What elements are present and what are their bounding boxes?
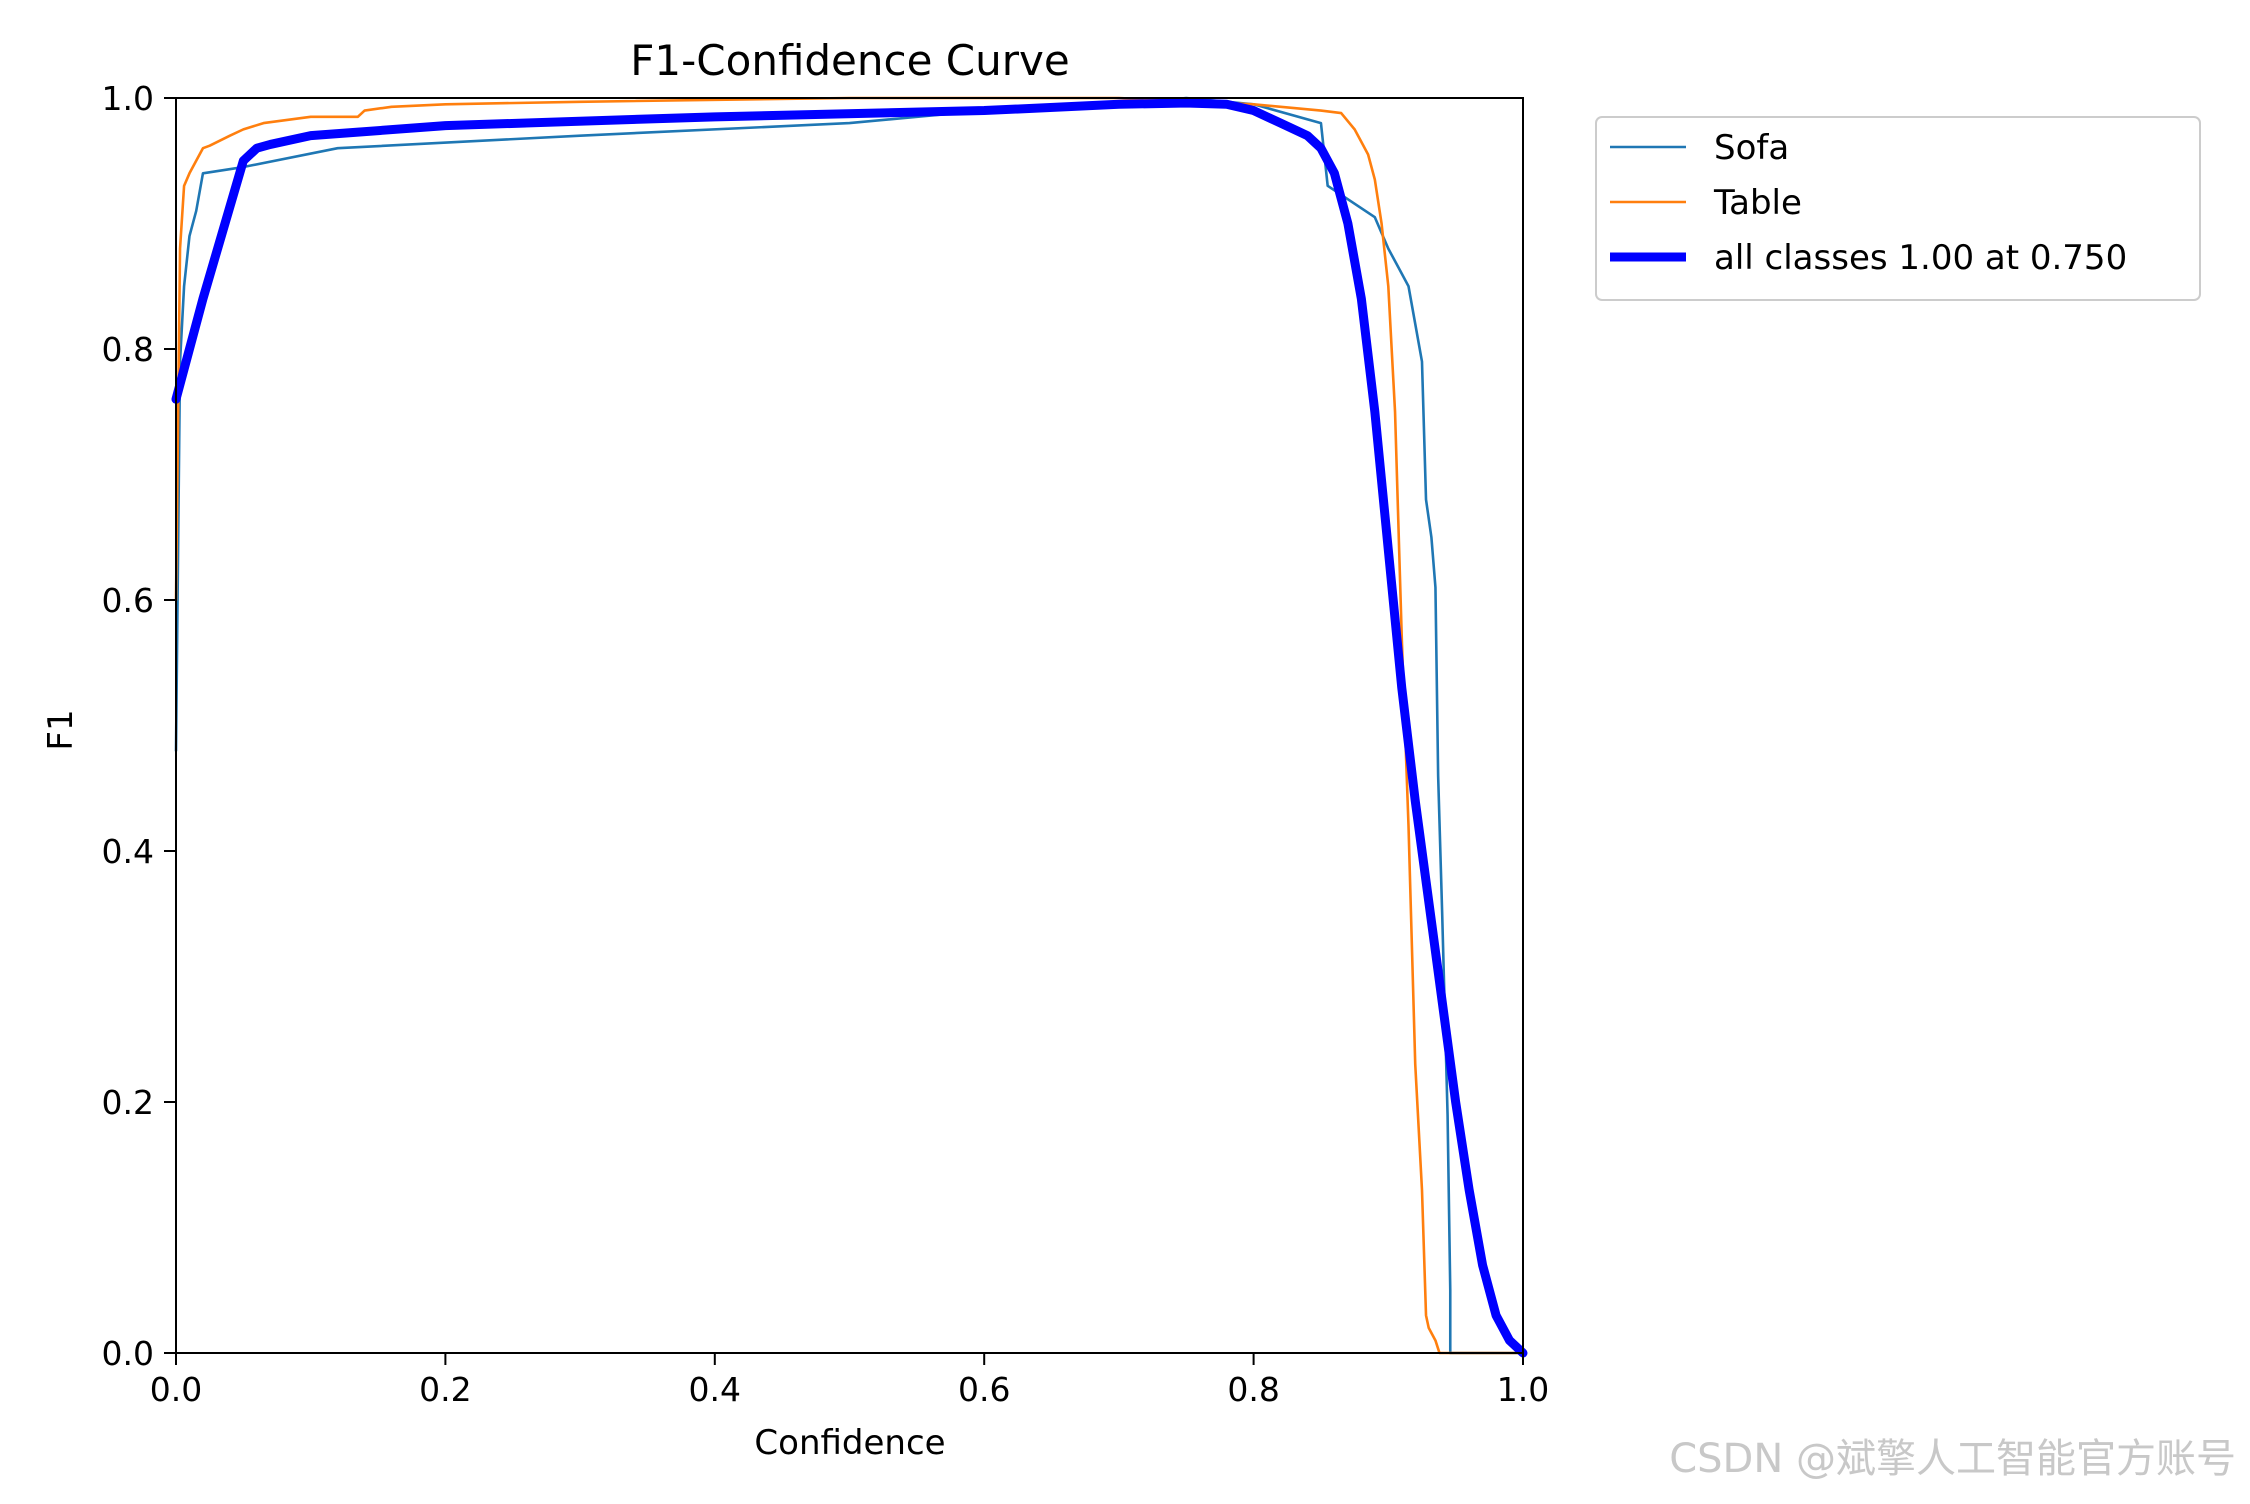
x-tick-label-2: 0.4 [689,1370,741,1409]
csdn-watermark: CSDN @斌擎人工智能官方账号 [1669,1436,2236,1482]
legend: Sofa Table all classes 1.00 at 0.750 [1595,116,2201,301]
x-tick-label-4: 0.8 [1227,1370,1279,1409]
y-tick-label-3: 0.6 [102,581,154,620]
chart-title: F1-Confidence Curve [630,36,1069,85]
y-tick-label-0: 0.0 [102,1334,154,1373]
x-axis-label: Confidence [754,1423,945,1463]
legend-label-2: all classes 1.00 at 0.750 [1714,238,2127,278]
series-line-0 [174,96,1525,1355]
y-tick-label-5: 1.0 [102,79,154,118]
y-tick-label-4: 0.8 [102,330,154,369]
x-tick-label-3: 0.6 [958,1370,1010,1409]
legend-label-0: Sofa [1714,128,1789,168]
series-group [171,96,1528,1358]
y-tick-label-1: 0.2 [102,1083,154,1122]
series-line-1 [174,96,1525,1355]
series-line-2 [171,98,1528,1358]
y-axis-label: F1 [41,709,81,750]
x-tick-label-1: 0.2 [419,1370,471,1409]
y-tick-label-2: 0.4 [102,832,154,871]
axes-frame [175,97,1524,1354]
x-tick-label-0: 0.0 [150,1370,202,1409]
plot-area: 0.0 0.2 0.4 0.6 0.8 1.0 0.0 0.2 0.4 0.6 0.8 1.0 [102,79,1550,1409]
legend-box [1595,116,2201,301]
legend-label-1: Table [1713,183,1802,223]
x-tick-label-5: 1.0 [1497,1370,1549,1409]
